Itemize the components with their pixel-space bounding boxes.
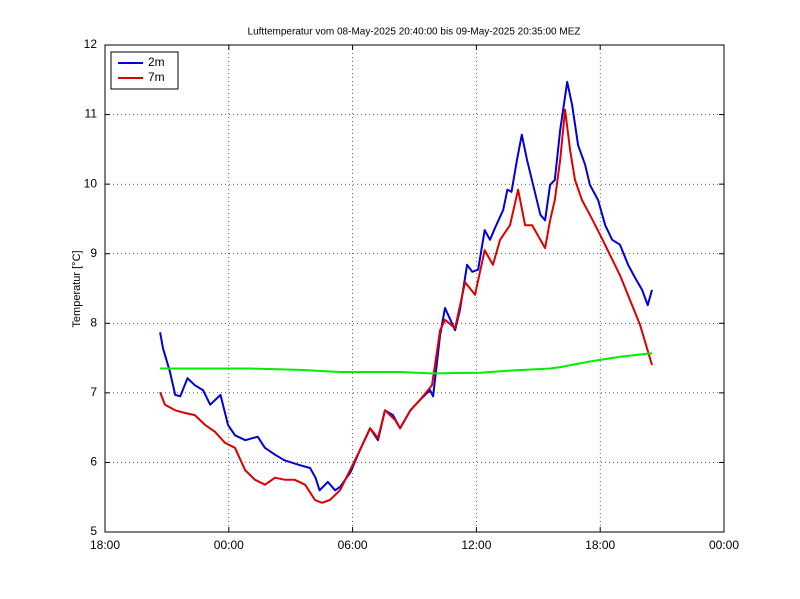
series-line [159,108,653,504]
y-tick-label: 9 [90,246,97,260]
legend-box [110,51,179,90]
axes-box [104,44,725,533]
y-tick-label: 6 [90,455,97,469]
x-tick-label: 18:00 [90,538,120,552]
x-tick-label: 12:00 [461,538,491,552]
x-tick-label: 18:00 [585,538,615,552]
x-tick-label: 00:00 [214,538,244,552]
y-tick-label: 5 [90,524,97,538]
y-tick-label: 11 [85,107,98,121]
x-tick-label: 00:00 [709,538,739,552]
y-tick-label: 8 [90,315,97,329]
legend-label: 7m [148,70,165,84]
y-axis-label: Temperatur [°C] [71,250,83,327]
legend-label: 2m [148,55,165,69]
chart-title: Lufttemperatur vom 08-May-2025 20:40:00 … [248,27,581,38]
plot-area [105,45,724,532]
y-tick-label: 10 [84,176,98,190]
y-tick-label: 12 [84,37,98,51]
x-tick-label: 06:00 [338,538,368,552]
series-line [160,352,653,375]
y-tick-label: 7 [90,385,97,399]
